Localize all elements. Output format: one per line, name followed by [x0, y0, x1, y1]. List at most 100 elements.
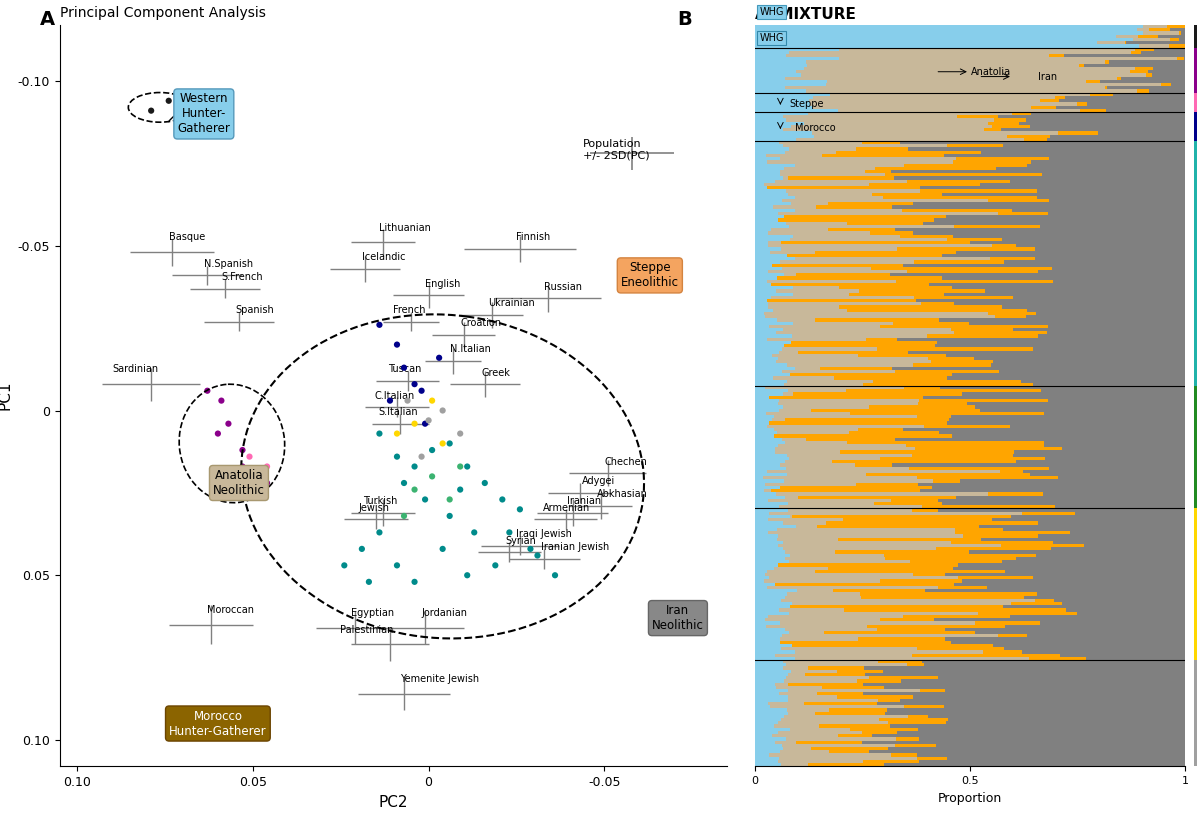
Bar: [924, 425, 1010, 428]
Text: Finnish: Finnish: [516, 232, 551, 242]
Bar: [980, 183, 1185, 186]
Bar: [940, 386, 1185, 389]
Text: French: French: [393, 305, 425, 315]
Bar: [766, 337, 867, 341]
Bar: [900, 235, 953, 237]
Bar: [754, 215, 784, 218]
Bar: [985, 289, 1185, 292]
Bar: [920, 189, 1037, 192]
Bar: [754, 589, 797, 592]
Bar: [754, 99, 809, 102]
Bar: [788, 711, 815, 715]
Bar: [754, 247, 780, 251]
Bar: [938, 499, 1185, 502]
Bar: [788, 508, 912, 511]
Bar: [1027, 309, 1185, 312]
Bar: [754, 118, 786, 122]
Bar: [795, 651, 983, 654]
Bar: [920, 689, 944, 692]
Text: Abkhasian: Abkhasian: [597, 490, 648, 500]
Bar: [764, 476, 917, 480]
Bar: [754, 447, 774, 451]
Bar: [1105, 87, 1107, 89]
Text: Adygei: Adygei: [582, 476, 615, 486]
Bar: [978, 611, 1076, 615]
Bar: [1148, 70, 1185, 73]
Bar: [754, 606, 790, 608]
Bar: [783, 406, 869, 408]
Bar: [754, 721, 778, 725]
Bar: [796, 273, 889, 277]
Bar: [1059, 654, 1185, 656]
Bar: [754, 128, 783, 132]
Bar: [888, 721, 946, 725]
Bar: [858, 428, 904, 431]
Bar: [754, 202, 791, 206]
Bar: [754, 489, 764, 492]
Bar: [1099, 132, 1185, 135]
Bar: [913, 573, 946, 576]
Point: [464, 526, 484, 539]
Bar: [989, 199, 1050, 202]
Bar: [783, 547, 936, 551]
Bar: [808, 666, 864, 670]
Bar: [778, 357, 928, 360]
Bar: [942, 277, 1185, 280]
Bar: [1004, 260, 1185, 263]
Bar: [855, 463, 893, 466]
Bar: [839, 306, 1002, 309]
Bar: [883, 554, 1035, 556]
Bar: [765, 315, 995, 318]
Bar: [765, 482, 856, 486]
Bar: [849, 431, 938, 434]
Point: [419, 414, 438, 427]
Bar: [754, 544, 778, 547]
Bar: [784, 666, 808, 670]
Bar: [1126, 41, 1185, 44]
Bar: [754, 441, 785, 444]
Bar: [779, 692, 816, 696]
Bar: [949, 418, 1185, 421]
Bar: [784, 215, 946, 218]
Bar: [907, 180, 1010, 183]
Bar: [1056, 96, 1064, 99]
Bar: [909, 147, 1185, 151]
Bar: [768, 518, 843, 521]
Point: [370, 318, 389, 332]
Bar: [776, 360, 931, 363]
Bar: [754, 756, 779, 760]
Bar: [954, 531, 1070, 534]
Bar: [1016, 244, 1185, 247]
Bar: [791, 670, 837, 673]
Bar: [754, 277, 777, 280]
Bar: [1076, 611, 1185, 615]
Bar: [1015, 460, 1185, 463]
Bar: [920, 186, 1185, 189]
Bar: [1049, 466, 1185, 470]
Bar: [904, 386, 940, 389]
Bar: [767, 244, 992, 247]
X-axis label: PC2: PC2: [378, 795, 408, 810]
Bar: [978, 525, 1185, 528]
Bar: [1001, 128, 1185, 132]
Bar: [898, 731, 1185, 734]
X-axis label: Proportion: Proportion: [937, 791, 1002, 805]
Bar: [785, 418, 949, 421]
Bar: [754, 457, 789, 460]
Point: [500, 526, 519, 539]
Bar: [859, 592, 1037, 596]
Bar: [789, 611, 978, 615]
Bar: [838, 734, 871, 737]
Bar: [953, 235, 1185, 237]
Bar: [754, 421, 770, 425]
Bar: [754, 54, 786, 57]
Bar: [1031, 106, 1057, 109]
Point: [450, 460, 469, 473]
Bar: [1026, 118, 1185, 122]
Bar: [754, 760, 778, 763]
Bar: [754, 167, 784, 170]
Bar: [778, 731, 862, 734]
Bar: [1040, 225, 1185, 228]
Bar: [784, 383, 863, 386]
Bar: [766, 154, 822, 157]
